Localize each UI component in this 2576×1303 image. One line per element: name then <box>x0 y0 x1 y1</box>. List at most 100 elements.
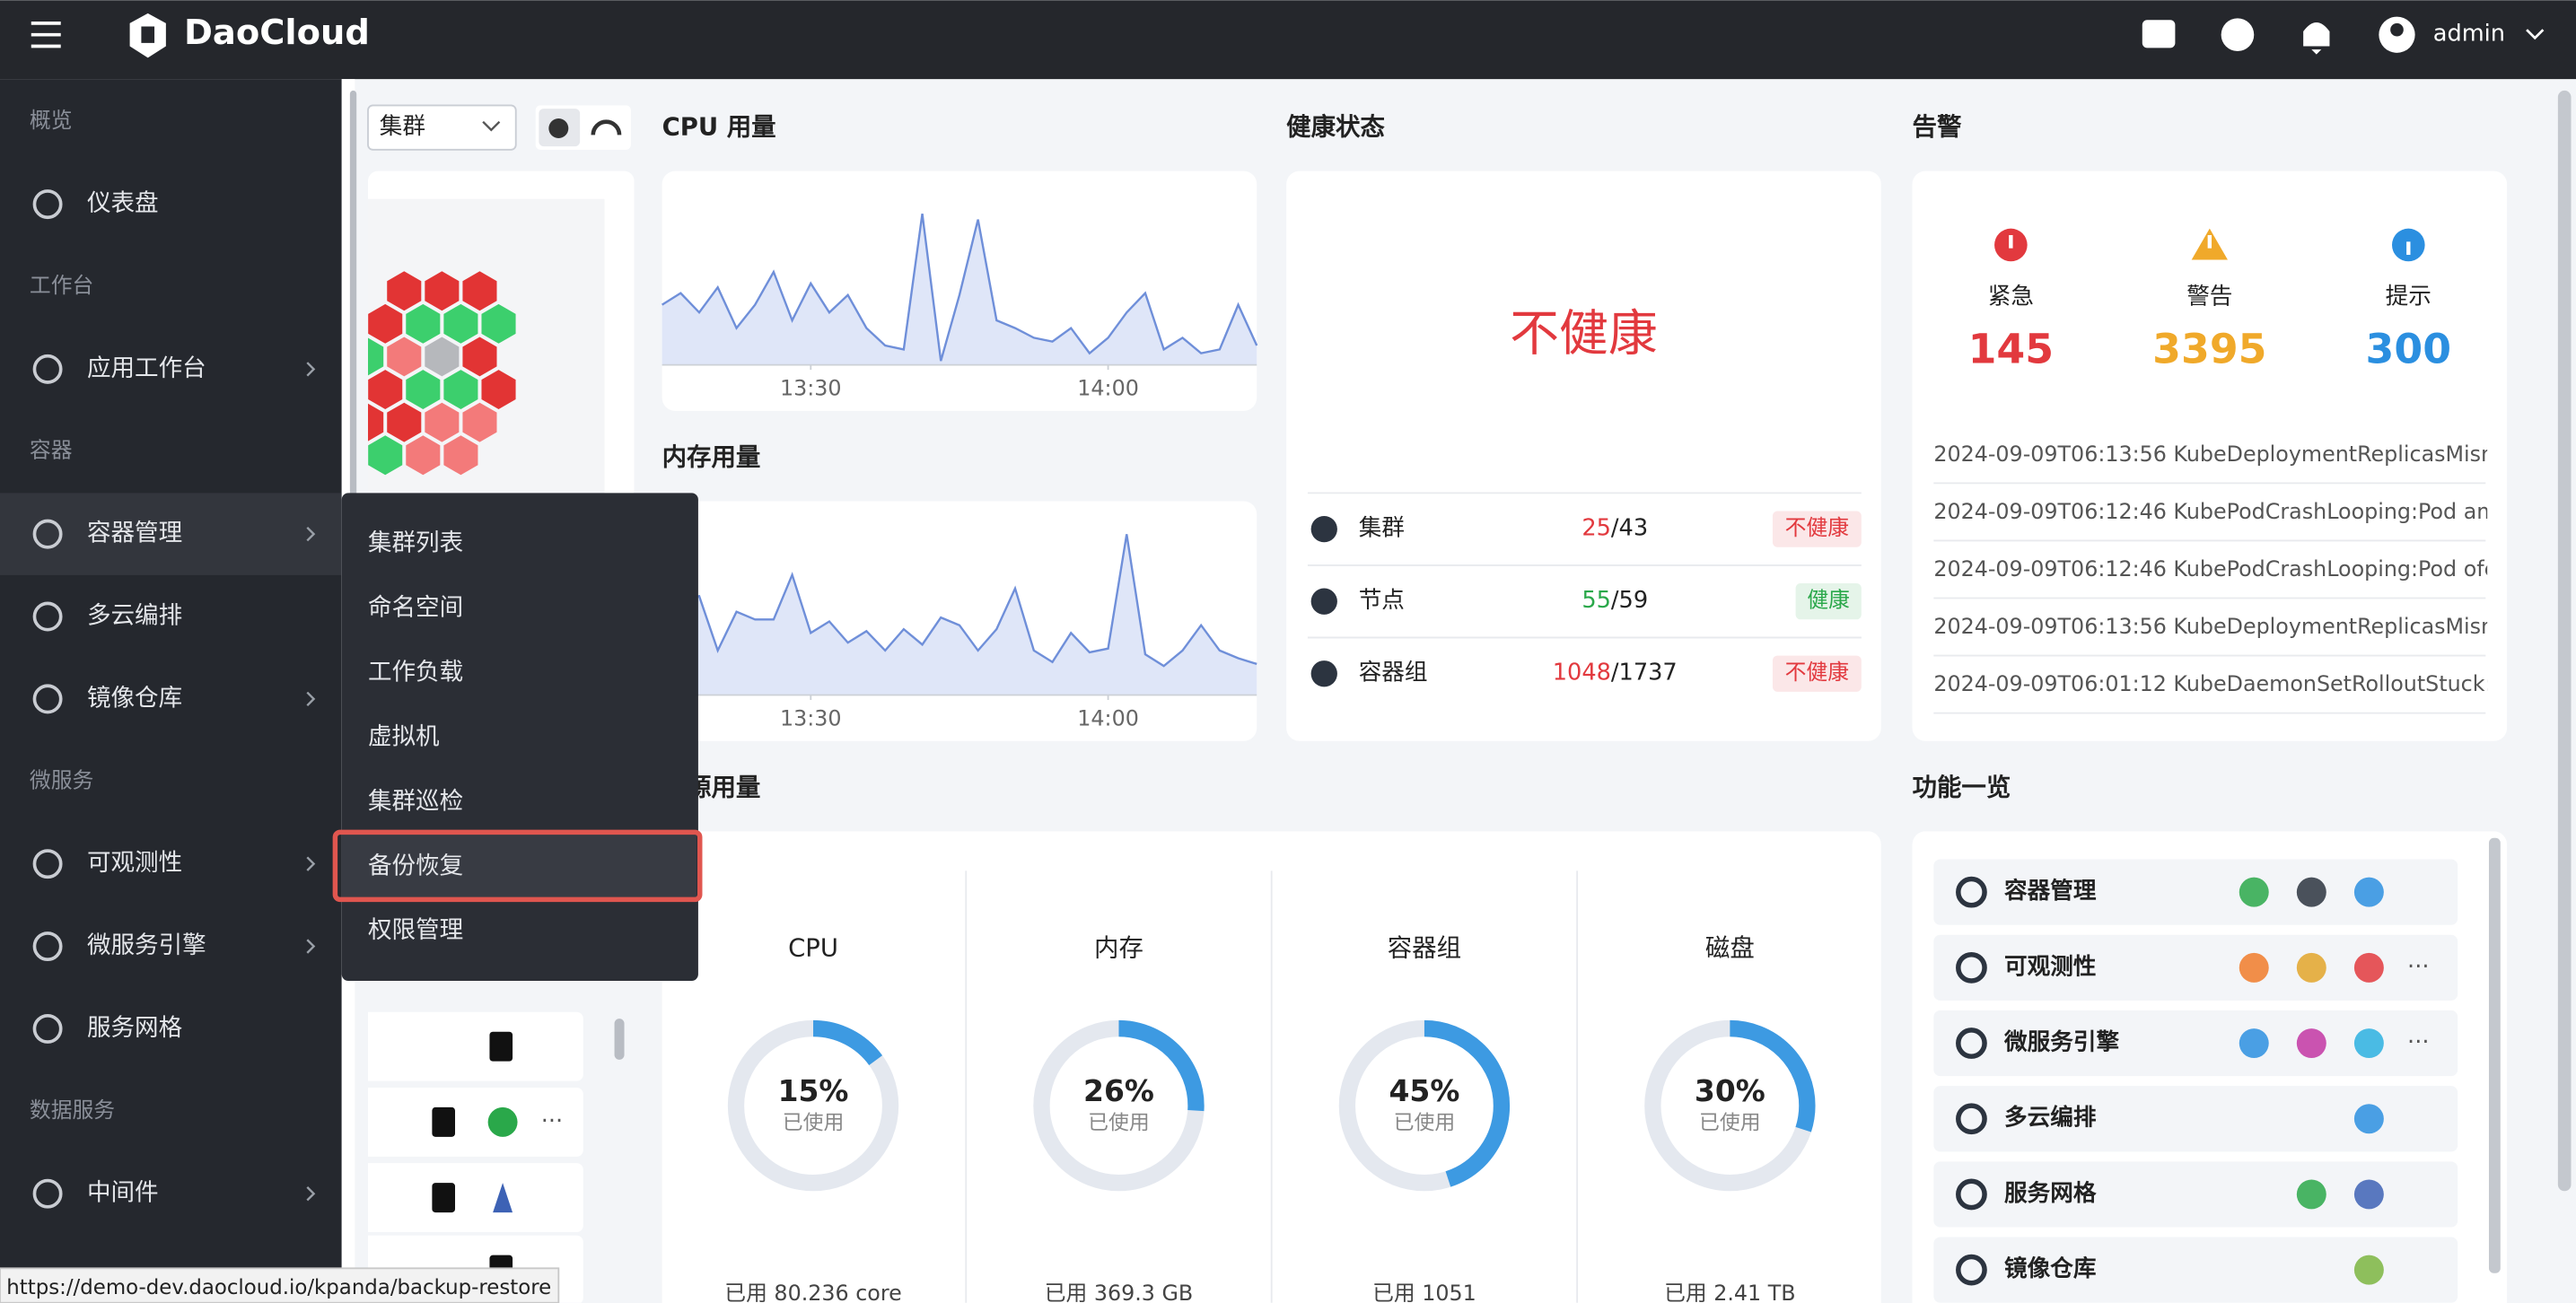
health-label: 集群 <box>1359 515 1405 542</box>
tool-icon[interactable] <box>2239 1028 2269 1059</box>
alert-event[interactable]: 2024-09-09T06:13:56 KubeDeploymentReplic… <box>1933 442 2502 467</box>
x-tick-label: 13:30 <box>780 705 842 730</box>
bell-icon[interactable] <box>2303 22 2330 55</box>
hex-cell <box>462 271 497 311</box>
total-count: /59 <box>1611 587 1648 614</box>
alert-event[interactable]: 2024-09-09T06:12:46 KubePodCrashLooping:… <box>1933 556 2497 582</box>
sidebar-item: 多云编排 <box>87 602 182 630</box>
feature-row[interactable] <box>1933 1161 2458 1228</box>
area-line <box>662 534 1257 668</box>
alert-event[interactable]: 2024-09-09T06:12:46 KubePodCrashLooping:… <box>1933 499 2510 524</box>
brand: DaoCloud <box>184 13 370 53</box>
resource-label: CPU <box>788 935 838 963</box>
feature-label: 服务网格 <box>2004 1179 2097 1207</box>
chart-title: 内存用量 <box>662 442 761 471</box>
submenu-item[interactable]: 虚拟机 <box>368 722 440 750</box>
submenu-item[interactable]: 集群巡检 <box>368 787 463 815</box>
hex-cell <box>368 435 403 476</box>
donut-arc <box>1338 1019 1511 1192</box>
submenu-item[interactable]: 命名空间 <box>368 594 463 622</box>
area-fill <box>662 214 1257 365</box>
hex-cell <box>443 303 478 344</box>
alert-level: 警告 <box>2186 284 2232 310</box>
tool-icon[interactable] <box>2296 952 2326 983</box>
alert-event[interactable]: 2024-09-09T06:01:12 KubeDaemonSetRollout… <box>1933 671 2509 696</box>
donut-caption: 已使用 <box>783 1112 845 1135</box>
alert-level: 提示 <box>2386 284 2431 310</box>
health-ratio: 25/43 <box>1582 515 1648 542</box>
tool-icon[interactable] <box>2353 1179 2384 1210</box>
hex-view-icon[interactable] <box>548 118 569 139</box>
tool-icon[interactable] <box>2353 877 2384 907</box>
alert-count: 300 <box>2366 325 2452 372</box>
card-title: 健康状态 <box>1286 113 1385 142</box>
highlight-box <box>332 829 703 903</box>
logo-cut <box>141 26 155 43</box>
alert-event[interactable]: 2024-09-09T06:13:56 KubeDeploymentReplic… <box>1933 614 2502 639</box>
hex-cell <box>368 337 384 376</box>
tool-icon[interactable] <box>2353 1104 2384 1134</box>
hex-cell <box>406 370 441 410</box>
donut-caption: 已使用 <box>1394 1112 1456 1135</box>
sidebar-group: 容器 <box>30 438 73 463</box>
tool-icon[interactable] <box>2296 1179 2326 1210</box>
submenu-item[interactable]: 备份恢复 <box>368 852 463 879</box>
tool-icon[interactable] <box>2239 952 2269 983</box>
cluster-select[interactable] <box>367 104 517 151</box>
hex-cell <box>368 370 403 410</box>
sidebar-icon <box>32 684 63 714</box>
feature-label: 多云编排 <box>2004 1104 2097 1132</box>
donut-arc <box>727 1019 899 1192</box>
feature-row[interactable] <box>1933 934 2458 1001</box>
feature-row[interactable] <box>1933 1010 2458 1077</box>
cluster-row[interactable] <box>354 1011 583 1081</box>
feature-label: 可观测性 <box>2004 953 2096 980</box>
submenu-item[interactable]: 权限管理 <box>368 916 463 944</box>
health-tag <box>1795 583 1862 620</box>
feature-more: ··· <box>2407 953 2429 980</box>
sidebar-chevron <box>306 691 316 707</box>
x-tick-label: 14:00 <box>1077 705 1139 730</box>
cluster-icon-sail <box>493 1183 513 1213</box>
health-label: 容器组 <box>1359 660 1428 686</box>
hex-cell <box>481 370 516 410</box>
page-scroll-thumb <box>2557 90 2572 1192</box>
health-ratio: 55/59 <box>1582 587 1648 614</box>
tool-icon[interactable] <box>2296 1028 2326 1059</box>
hex-cell <box>481 303 516 344</box>
resource-label: 磁盘 <box>1705 935 1755 963</box>
tool-icon[interactable] <box>2353 1255 2384 1285</box>
tool-icon[interactable] <box>2296 877 2326 907</box>
feature-row[interactable] <box>1933 1086 2458 1152</box>
sidebar-icon <box>32 601 63 632</box>
feature-scroll-thumb <box>2488 837 2501 1273</box>
submenu-item[interactable]: 工作负载 <box>368 658 463 686</box>
feature-row[interactable] <box>1933 1237 2458 1303</box>
donut-percent: 15% <box>778 1073 849 1108</box>
submenu-item[interactable]: 集群列表 <box>368 529 463 557</box>
donut-arc <box>1644 1019 1816 1192</box>
feature-icon <box>1956 1103 1987 1135</box>
sidebar-group: 工作台 <box>30 273 93 298</box>
hex-cell <box>387 337 422 377</box>
sidebar-chevron <box>306 939 316 954</box>
sidebar-icon <box>32 849 63 879</box>
feature-row[interactable] <box>1933 859 2458 925</box>
cluster-row[interactable] <box>354 1163 583 1233</box>
cluster-icon <box>489 1031 513 1062</box>
alert-icon-mark <box>2406 241 2411 255</box>
tool-icon[interactable] <box>2353 1028 2384 1059</box>
message-icon[interactable] <box>2142 20 2176 48</box>
donut-caption: 已使用 <box>1088 1112 1150 1135</box>
tool-icon[interactable] <box>2353 952 2384 983</box>
help-icon[interactable] <box>2221 18 2255 52</box>
sidebar-item: 容器管理 <box>87 520 182 547</box>
cluster-row[interactable] <box>354 1087 583 1157</box>
gauge-view-icon[interactable] <box>591 119 622 136</box>
health-tag-text: 不健康 <box>1785 515 1849 540</box>
avatar-head <box>2390 22 2404 37</box>
alert-icon-mark <box>2009 235 2013 249</box>
tool-icon[interactable] <box>2239 877 2269 907</box>
resource-label: 容器组 <box>1388 935 1461 963</box>
sidebar-item: 中间件 <box>87 1179 159 1207</box>
